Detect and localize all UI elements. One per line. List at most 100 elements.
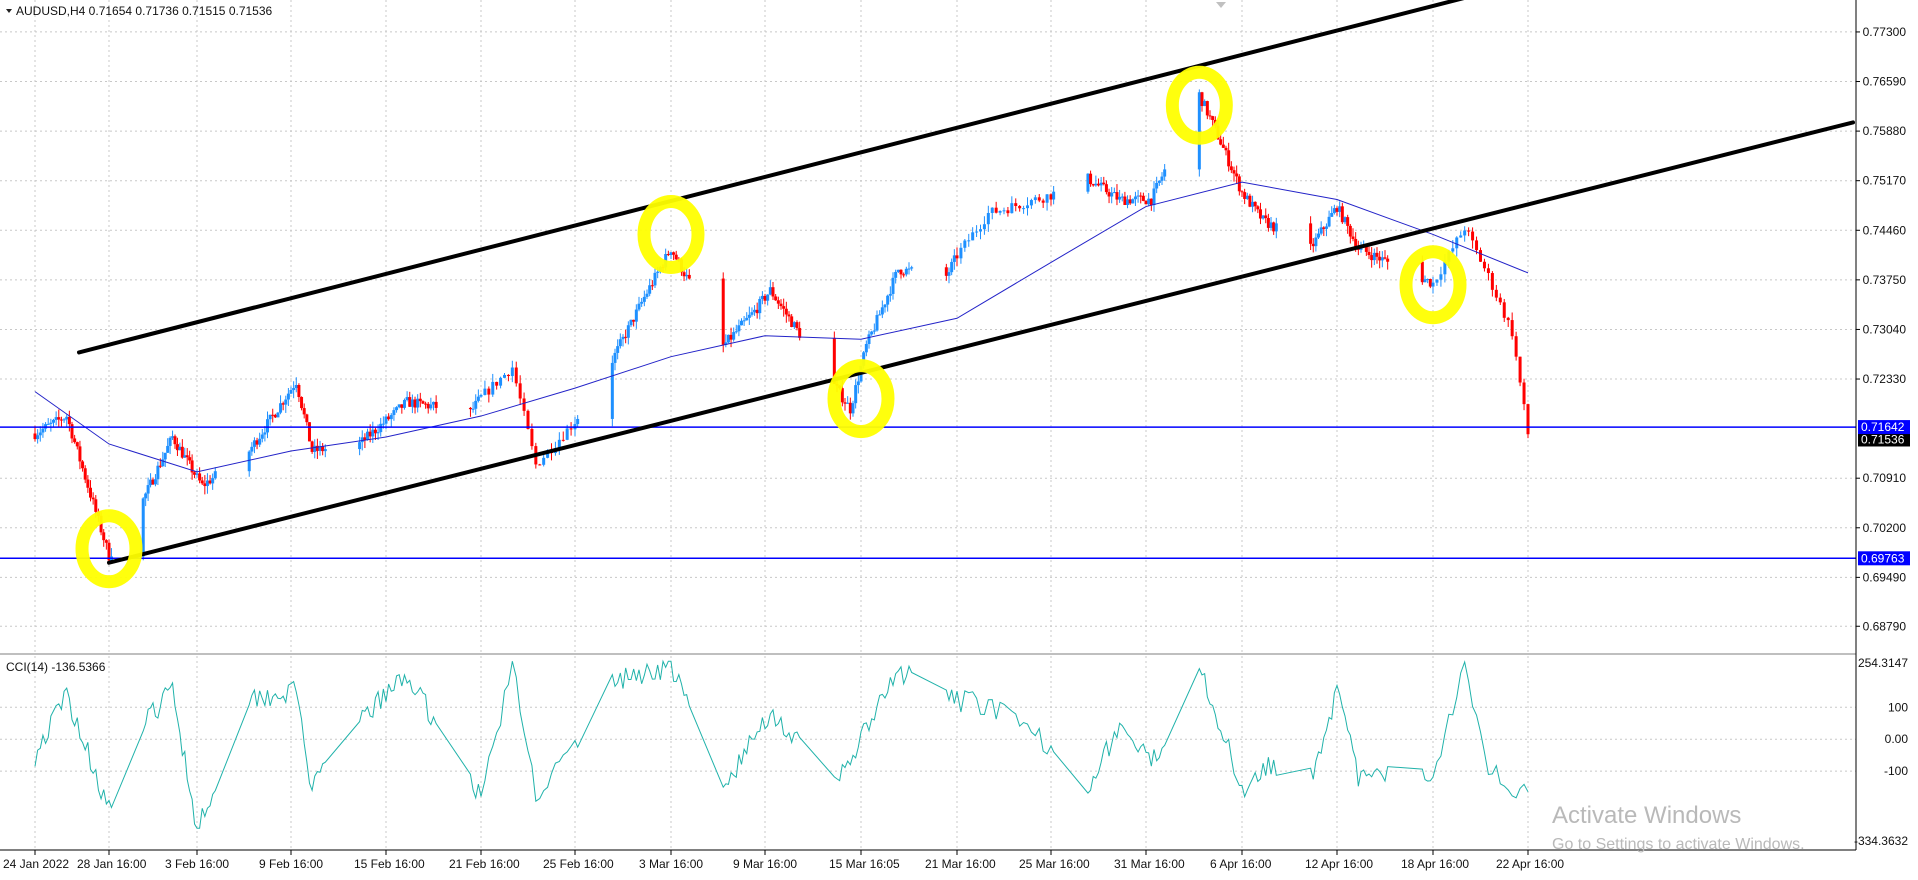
candle-body bbox=[1428, 279, 1432, 287]
candle-body bbox=[561, 439, 565, 441]
candle-body bbox=[1123, 196, 1127, 205]
candle-body bbox=[1317, 233, 1321, 238]
time-tick-label: 25 Mar 16:00 bbox=[1019, 857, 1090, 871]
candle-body bbox=[91, 497, 95, 500]
candle-body bbox=[910, 267, 914, 269]
candle-body bbox=[424, 403, 428, 405]
candle-body bbox=[1157, 180, 1161, 183]
highlight-markers bbox=[75, 65, 1467, 589]
candle-body bbox=[70, 424, 74, 439]
candle-body bbox=[971, 232, 975, 241]
candle-body bbox=[1049, 194, 1053, 200]
candle-body bbox=[1526, 404, 1530, 435]
candle-body bbox=[955, 255, 959, 259]
candle-body bbox=[782, 306, 786, 309]
candle-body bbox=[166, 445, 170, 453]
candle-body bbox=[1144, 200, 1148, 205]
candle-body bbox=[947, 272, 951, 276]
time-tick-label: 21 Feb 16:00 bbox=[449, 857, 520, 871]
candle-body bbox=[724, 342, 728, 345]
candle-body bbox=[305, 414, 309, 423]
candle-body bbox=[300, 396, 304, 409]
candle-body bbox=[198, 473, 202, 481]
candle-body bbox=[405, 397, 409, 400]
candle-body bbox=[740, 320, 743, 326]
candle-body bbox=[1045, 194, 1049, 203]
candle-body bbox=[669, 252, 673, 256]
candle-body bbox=[1104, 184, 1108, 193]
candle-body bbox=[1094, 183, 1098, 186]
candle-body bbox=[175, 444, 179, 451]
candle-body bbox=[875, 315, 879, 331]
price-tick-label: 0.69490 bbox=[1863, 570, 1907, 584]
candle-body bbox=[848, 402, 852, 414]
candle-body bbox=[1037, 197, 1041, 201]
candle-body bbox=[1386, 258, 1390, 262]
candle-body bbox=[268, 414, 272, 420]
candle-body bbox=[522, 398, 526, 411]
candle-body bbox=[1272, 222, 1276, 232]
candle-body bbox=[495, 381, 499, 386]
candle-body bbox=[89, 487, 92, 498]
candle-body bbox=[171, 436, 175, 438]
candle-body bbox=[1311, 243, 1315, 247]
candle-body bbox=[178, 446, 182, 451]
candle-body bbox=[247, 451, 251, 472]
channel-upper-line[interactable] bbox=[77, 0, 1853, 355]
candle-body bbox=[1211, 116, 1215, 120]
candle-body bbox=[986, 212, 990, 225]
candle-body bbox=[158, 465, 162, 467]
candle-body bbox=[193, 472, 197, 475]
candle-body bbox=[1463, 230, 1467, 236]
candle-body bbox=[315, 445, 319, 451]
candle-body bbox=[1107, 192, 1111, 197]
main-grid bbox=[0, 0, 1856, 653]
channel-lower-line[interactable] bbox=[107, 120, 1855, 565]
candle-body bbox=[629, 319, 633, 326]
candle-body bbox=[271, 414, 275, 416]
candle-body bbox=[397, 404, 401, 408]
candle-body bbox=[1052, 191, 1056, 200]
candle-body bbox=[368, 431, 372, 437]
candle-body bbox=[1026, 205, 1029, 209]
candle-body bbox=[795, 322, 799, 329]
candle-body bbox=[67, 416, 71, 425]
candle-body bbox=[656, 271, 660, 273]
candle-body bbox=[413, 399, 417, 408]
candle-body bbox=[1322, 227, 1326, 229]
price-tag-box bbox=[1858, 551, 1910, 566]
candle-body bbox=[36, 435, 40, 440]
candle-body bbox=[503, 374, 506, 378]
candle-body bbox=[650, 285, 654, 287]
candle-body bbox=[784, 308, 788, 315]
candle-body bbox=[994, 207, 998, 213]
candle-body bbox=[363, 437, 367, 441]
candle-body bbox=[1232, 170, 1236, 174]
highlight-circle bbox=[827, 359, 895, 439]
candle-body bbox=[1128, 199, 1132, 204]
candle-body bbox=[747, 314, 751, 318]
price-tick-label: 0.77300 bbox=[1863, 25, 1907, 39]
price-tick-label: 0.76590 bbox=[1863, 75, 1907, 89]
candle-body bbox=[798, 328, 802, 338]
cci-tick-label: 100 bbox=[1888, 700, 1908, 714]
candle-body bbox=[284, 399, 288, 405]
candle-body bbox=[774, 296, 778, 301]
candle-body bbox=[952, 255, 956, 262]
candle-body bbox=[846, 402, 850, 404]
candle-body bbox=[648, 285, 652, 294]
candle-body bbox=[1455, 237, 1459, 249]
candle-body bbox=[156, 465, 160, 480]
chart-shift-icon[interactable] bbox=[1216, 2, 1226, 8]
candle-body bbox=[1426, 279, 1430, 281]
candle-body bbox=[211, 478, 215, 484]
watermark-line-1: Activate Windows bbox=[1552, 802, 1741, 829]
candle-body bbox=[1022, 208, 1026, 210]
candle-body bbox=[1097, 183, 1100, 186]
dropdown-triangle-icon[interactable] bbox=[6, 9, 12, 13]
candle-body bbox=[1475, 240, 1479, 251]
candle-body bbox=[1099, 182, 1103, 186]
